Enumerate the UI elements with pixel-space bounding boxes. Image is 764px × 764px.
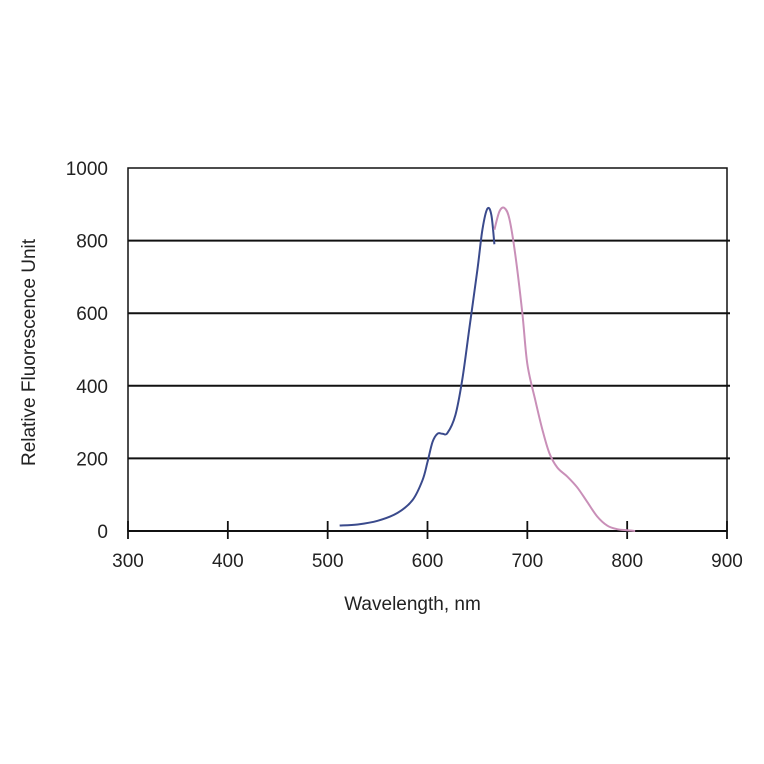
y-tick-label: 200: [76, 449, 108, 470]
series-excitation-line: [339, 206, 496, 527]
x-tick-label: 500: [312, 551, 344, 572]
y-tick-label: 800: [76, 232, 108, 253]
series-emission-line: [493, 206, 636, 532]
x-tick-label: 900: [711, 551, 743, 572]
x-tick-label: 700: [511, 551, 543, 572]
y-tick-label: 600: [76, 304, 108, 325]
y-axis-label: Relative Fluorescence Unit: [19, 238, 40, 466]
plot-frame: [127, 167, 728, 532]
y-tick-label: 0: [97, 522, 108, 543]
x-tick-label: 800: [611, 551, 643, 572]
y-tick-label: 1000: [66, 159, 108, 180]
x-tick-label: 300: [112, 551, 144, 572]
x-tick-label: 400: [212, 551, 244, 572]
x-axis-label: Wavelength, nm: [344, 594, 481, 615]
y-tick-label: 400: [76, 377, 108, 398]
x-tick-label: 600: [412, 551, 444, 572]
